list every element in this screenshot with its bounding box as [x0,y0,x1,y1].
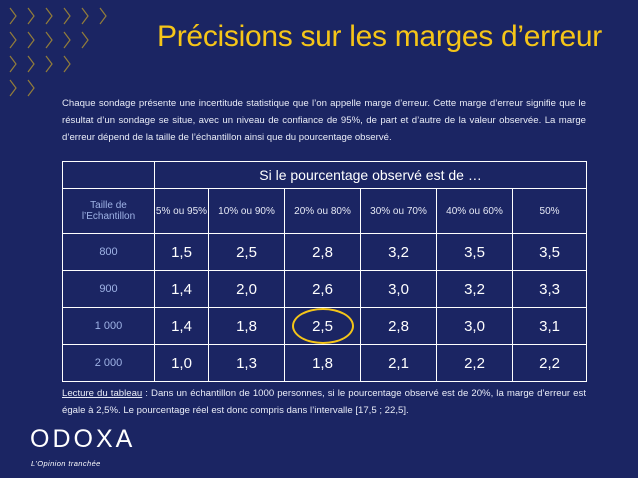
value-cell: 2,5 [208,233,285,271]
value-cell: 2,2 [436,344,513,382]
value-cell: 1,4 [154,307,209,345]
sample-size-cell: 1 000 [62,307,155,345]
size-column-header: Taille de l’Echantillon [62,188,155,234]
value-cell: 3,0 [436,307,513,345]
table-row: 800 1,5 2,5 2,8 3,2 3,5 3,5 [62,233,588,271]
sample-size-cell: 900 [62,270,155,308]
value-cell: 2,1 [360,344,437,382]
logo-tagline: L’Opinion tranchée [31,459,101,468]
highlighted-value-cell: 2,5 [284,307,361,345]
sample-size-cell: 2 000 [62,344,155,382]
decorative-chevron-pattern [9,7,107,97]
table-group-header: Si le pourcentage observé est de … [153,161,588,189]
column-header: 30% ou 70% [360,188,437,234]
value-cell: 3,2 [436,270,513,308]
table-reading-note: Lecture du tableau : Dans un échantillon… [62,385,586,419]
column-header: 50% [511,188,588,234]
column-header: 5% ou 95% [154,188,209,234]
highlight-circle [291,308,354,344]
column-header: 40% ou 60% [436,188,513,234]
value-cell: 1,8 [284,344,361,382]
table-row: 1 000 1,4 1,8 2,5 2,8 3,0 3,1 [62,307,588,345]
page-title: Précisions sur les marges d’erreur [157,20,602,53]
value-cell: 1,0 [154,344,209,382]
margin-error-table: Si le pourcentage observé est de … Taill… [62,161,588,382]
table-group-header-row: Si le pourcentage observé est de … [62,161,588,189]
table-column-header-row: Taille de l’Echantillon 5% ou 95% 10% ou… [62,188,588,234]
table-row: 2 000 1,0 1,3 1,8 2,1 2,2 2,2 [62,344,588,382]
value-cell: 3,3 [511,270,588,308]
reading-label: Lecture du tableau [62,388,143,399]
value-cell: 1,4 [154,270,209,308]
column-header: 20% ou 80% [284,188,361,234]
value-cell: 2,6 [284,270,361,308]
value-cell: 2,8 [284,233,361,271]
sample-size-cell: 800 [62,233,155,271]
value-cell: 3,0 [360,270,437,308]
value-cell: 2,2 [511,344,588,382]
value-cell: 1,8 [208,307,285,345]
value-cell: 3,5 [436,233,513,271]
value-cell: 3,2 [360,233,437,271]
column-header: 10% ou 90% [208,188,285,234]
value-cell: 3,1 [511,307,588,345]
value-cell: 2,8 [360,307,437,345]
table-row: 900 1,4 2,0 2,6 3,0 3,2 3,3 [62,270,588,308]
value-cell: 2,0 [208,270,285,308]
odoxa-logo: ODOXA [30,425,136,453]
intro-paragraph: Chaque sondage présente une incertitude … [62,98,586,143]
table-corner-cell [62,161,155,189]
value-cell: 1,5 [154,233,209,271]
value-cell: 1,3 [208,344,285,382]
reading-text: : Dans un échantillon de 1000 personnes,… [62,388,586,416]
value-cell: 3,5 [511,233,588,271]
